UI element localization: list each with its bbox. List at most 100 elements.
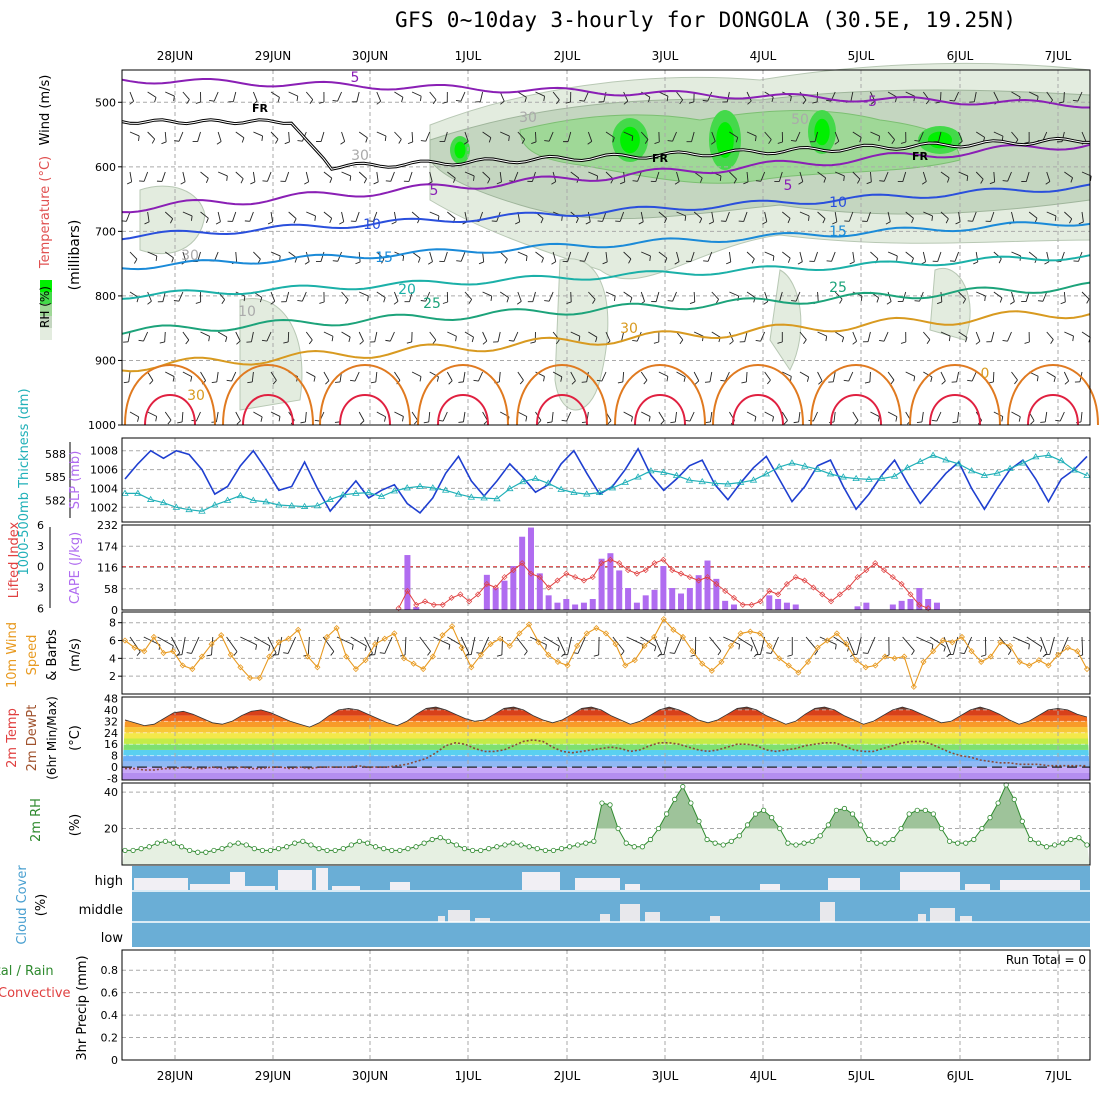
thickness-marker [826, 470, 835, 477]
wind-barb-flag [900, 341, 906, 344]
wind-barb [693, 291, 696, 303]
wind-barb [252, 171, 256, 182]
wind-barb [1012, 636, 1030, 645]
wind-barb-flag [255, 644, 258, 650]
rh-marker [518, 842, 524, 848]
wind-barb [923, 211, 933, 217]
wind-barb [566, 411, 572, 422]
panel-10m-wind: 2 4 6 8 10m Wind Speed & Barbs (m/s) [5, 611, 1091, 695]
wind-barb [588, 171, 598, 177]
wind-barb [1044, 411, 1048, 422]
rh-marker [275, 845, 282, 852]
wind-speed-marker [727, 642, 735, 649]
wind-barb-flag [186, 652, 192, 654]
cloud-row-label-low: low [101, 931, 124, 946]
wind-barb-flag [631, 135, 634, 142]
temp-tick: 0 [111, 761, 118, 774]
wind-barb [251, 371, 254, 382]
wind-barb [517, 411, 527, 417]
wind-barb [232, 91, 237, 102]
wind-barb [358, 331, 364, 342]
tick-label: 2 [109, 670, 116, 683]
wind-barb-flag [1072, 336, 1074, 342]
wind-barb [1060, 636, 1069, 654]
wind-barb [517, 131, 525, 140]
wind-barb [1081, 291, 1090, 300]
wind-barb [235, 171, 244, 180]
wind-barb [905, 211, 914, 219]
wind-barb-flag [973, 261, 979, 265]
rh-marker [1076, 835, 1082, 841]
wind-speed-marker [497, 635, 504, 642]
wind-barb-flag [473, 175, 475, 181]
wind-speed-marker [141, 648, 148, 655]
cape-tick: 0 [111, 604, 118, 617]
rh-marker [752, 811, 759, 817]
wind-barb [515, 636, 528, 652]
wind-barb [232, 211, 237, 222]
thickness-marker [480, 494, 488, 501]
wind-barb [200, 211, 209, 219]
wind-barb [129, 251, 138, 260]
wind-barb-flag [455, 99, 461, 102]
thickness-marker [506, 484, 514, 492]
contour-label: FR [252, 102, 269, 115]
rh-marker [437, 835, 443, 841]
wind-speed-marker [930, 648, 937, 655]
li-marker [422, 598, 429, 605]
wind-barb [605, 251, 608, 262]
wind-barb [1007, 171, 1012, 182]
wind-barb-flag [753, 653, 759, 658]
rh-marker [373, 844, 379, 850]
wind-barb-flag [174, 140, 180, 142]
li-marker [466, 598, 473, 605]
cape-bar [766, 595, 773, 610]
wind-barb [672, 291, 677, 302]
wind-barb-flag [543, 376, 545, 382]
li-marker [722, 587, 729, 594]
wind-speed-marker [381, 635, 388, 642]
wind-barb [867, 636, 876, 654]
wind-barb-flag [423, 421, 429, 424]
wind-barb-flag [966, 175, 969, 181]
wind-barb-flag [741, 381, 747, 384]
wind-barb-flag [683, 376, 686, 382]
wind-barb-flag [452, 177, 456, 183]
rh-marker [801, 840, 807, 846]
wind-barb [253, 411, 263, 418]
li-marker [457, 591, 464, 598]
wind-barb [411, 251, 421, 259]
wind-barb [993, 291, 1003, 299]
wind-speed-marker [593, 624, 600, 632]
li-marker [536, 574, 543, 581]
wind-barb [640, 371, 648, 381]
wind-barb [975, 331, 981, 342]
wind-barb [482, 331, 488, 342]
cloud-high-clear [278, 870, 312, 890]
wind-axis-label-3: & Barbs [45, 629, 60, 681]
tick-label: 800 [95, 290, 116, 303]
wind-barb [567, 636, 572, 655]
wind-barb [940, 331, 951, 337]
wind-barb [482, 131, 492, 139]
rh-marker [761, 807, 767, 813]
isotherm-35-dome [1007, 364, 1099, 426]
wind-axis-label-2: Speed [25, 635, 40, 676]
wind-barb [605, 171, 614, 180]
li-marker [678, 570, 685, 577]
date-label-bottom: 30JUN [352, 1069, 389, 1083]
wind-barb [479, 91, 484, 102]
wind-barb-flag [890, 379, 895, 385]
li-marker [686, 574, 693, 581]
wind-barb [726, 91, 730, 102]
wind-barb-flag [945, 218, 949, 224]
wind-barb [856, 636, 862, 655]
wind-barb-flag [436, 376, 439, 382]
rh-marker [728, 838, 734, 844]
wind-barb-flag [167, 419, 172, 425]
wind-barb [817, 171, 826, 179]
wind-barb-flag [508, 339, 514, 342]
wind-barb [1028, 251, 1038, 259]
wind-barb-flag [602, 261, 608, 265]
wind-barb-flag [896, 255, 898, 261]
